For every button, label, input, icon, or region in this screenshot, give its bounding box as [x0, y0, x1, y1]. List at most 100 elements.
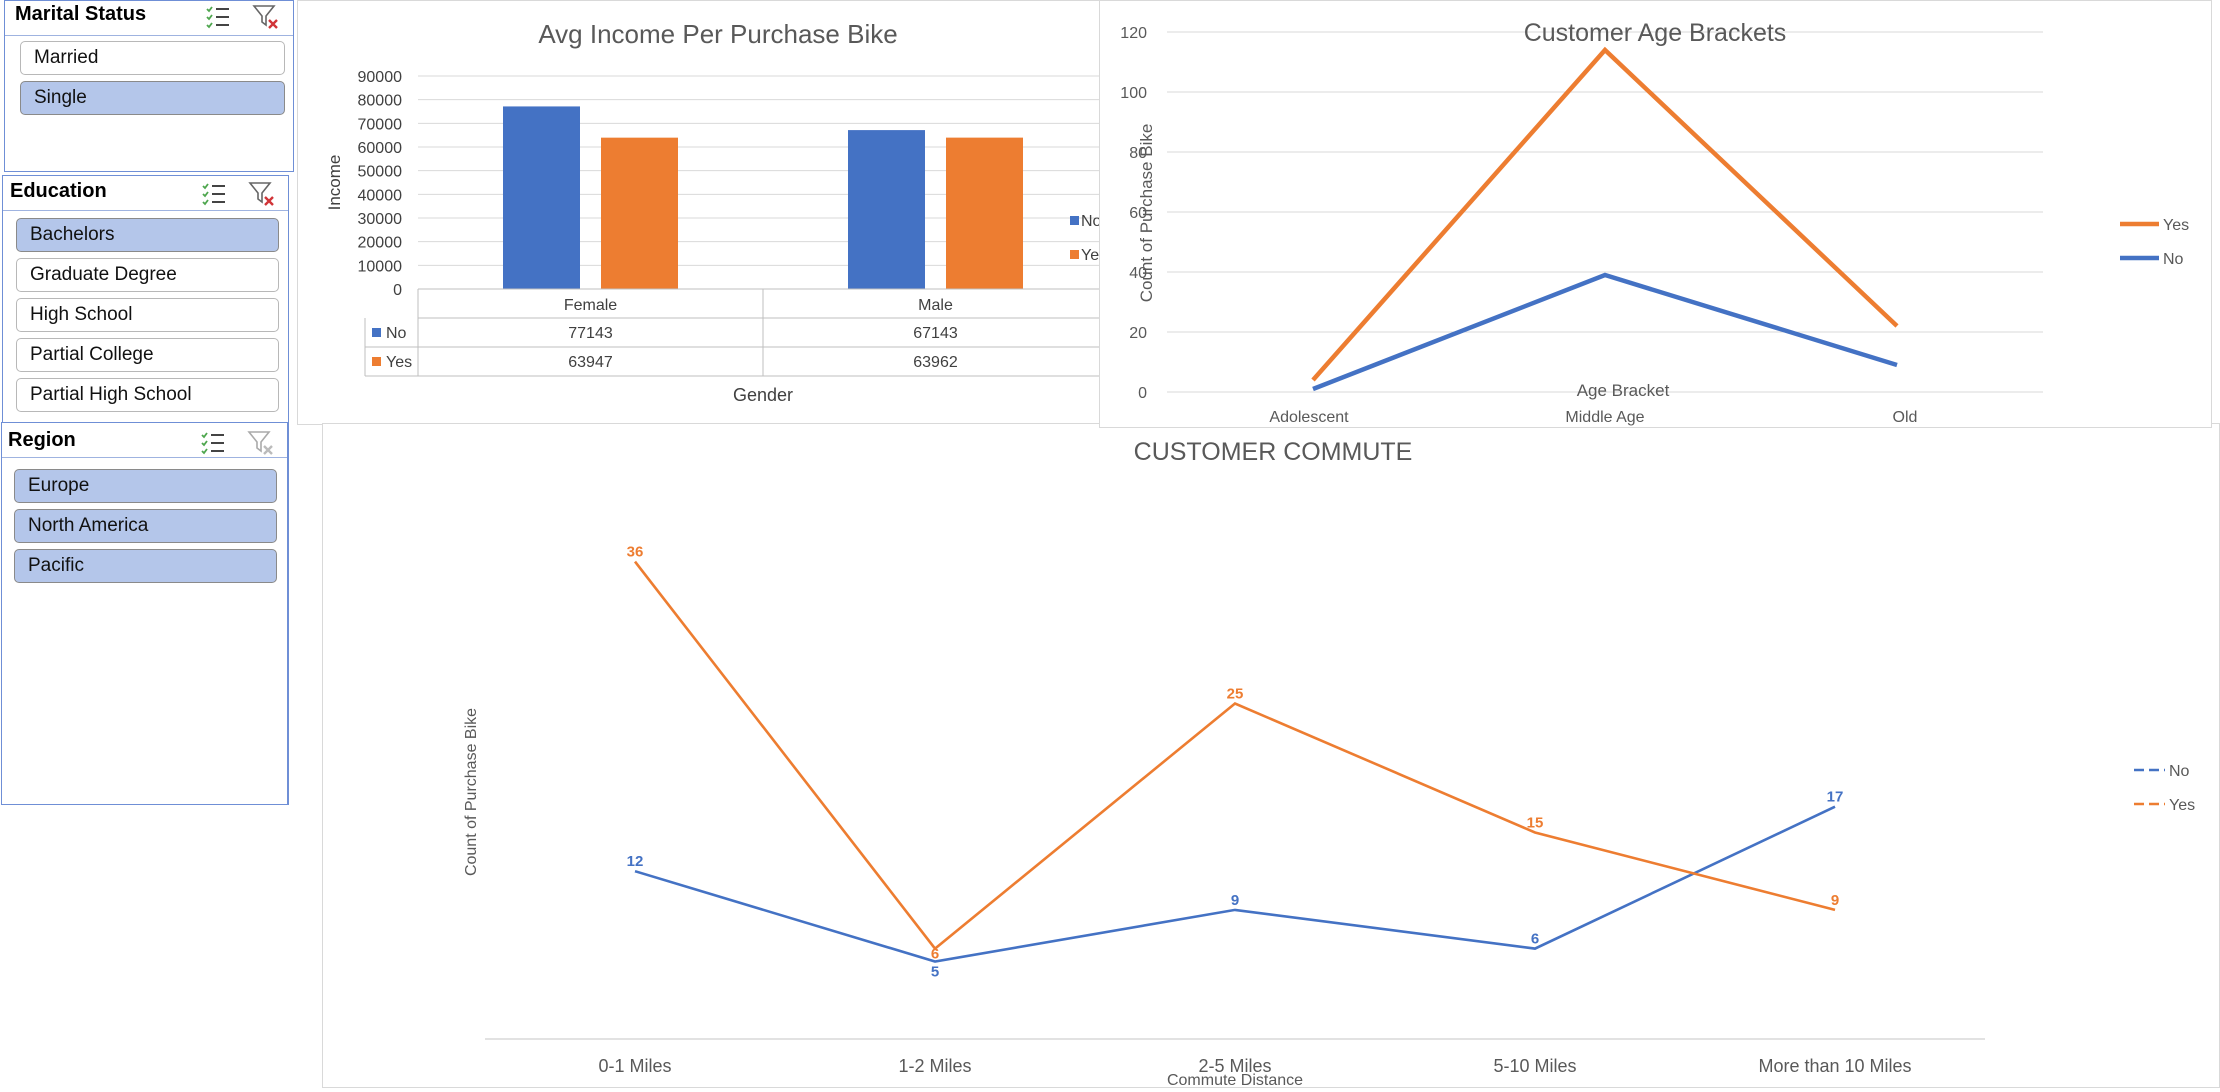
data-label-no: 9 — [1231, 892, 1239, 909]
legend-key-yes — [1070, 250, 1079, 259]
data-label-no: 5 — [931, 964, 939, 981]
y-tick-label: 40 — [1129, 265, 1147, 282]
slicer-item-graduate-degree[interactable]: Graduate Degree — [16, 258, 279, 292]
data-label-no: 17 — [1827, 789, 1844, 806]
legend-label: Ye — [1081, 247, 1099, 264]
multi-select-icon[interactable] — [203, 3, 233, 31]
avg-income-chart-svg: Avg Income Per Purchase Bike 0 10000 20000 3… — [325, 19, 1298, 405]
region-slicer: Region Europe North America Pacific — [1, 422, 288, 805]
category-label: Old — [1893, 409, 1918, 426]
bar-yes-male — [946, 137, 1023, 289]
y-tick-label: 70000 — [358, 116, 403, 133]
bar-no-female — [503, 106, 580, 290]
bar-yes-female — [601, 137, 678, 289]
age-bracket-chart[interactable]: 0 20 40 60 80 100 120 Customer Age Brackets Coun… — [1099, 0, 2212, 428]
series-line-yes — [1311, 46, 1899, 382]
y-tick-label: 60 — [1129, 205, 1147, 222]
table-series-label: Yes — [386, 354, 412, 371]
y-tick-label: 80 — [1129, 145, 1147, 162]
table-value: 63962 — [913, 354, 958, 371]
age-bracket-chart-svg: 0 20 40 60 80 100 120 Customer Age Brackets Coun… — [1120, 19, 2189, 426]
legend-key-yes — [372, 357, 381, 366]
data-label-yes: 25 — [1227, 686, 1244, 703]
chart-title: CUSTOMER COMMUTE — [1134, 438, 1413, 466]
data-label-yes: 9 — [1831, 892, 1839, 909]
slicer-item-married[interactable]: Married — [20, 41, 285, 75]
y-tick-label: 80000 — [358, 93, 403, 110]
y-axis-title: Count of Purchase Bike — [1137, 124, 1156, 303]
category-label: 0-1 Miles — [598, 1056, 671, 1076]
slicer-title: Education — [10, 180, 107, 202]
slicer-item-bachelors[interactable]: Bachelors — [16, 218, 279, 252]
y-axis-title: Income — [325, 155, 344, 211]
y-tick-label: 20 — [1129, 325, 1147, 342]
chart-title: Customer Age Brackets — [1524, 19, 1787, 47]
y-axis-title: Count of Purchase Bike — [463, 708, 480, 876]
clear-filter-icon[interactable] — [246, 429, 276, 457]
table-value: 63947 — [568, 354, 613, 371]
legend-label: No — [2163, 251, 2184, 268]
avg-income-chart[interactable]: Avg Income Per Purchase Bike 0 10000 20000 3… — [297, 0, 1298, 425]
legend-key-no — [1070, 216, 1079, 225]
category-label: Female — [564, 297, 617, 314]
slicer-title: Region — [8, 429, 76, 451]
y-tick-label: 120 — [1120, 25, 1147, 42]
category-label: Adolescent — [1269, 409, 1349, 426]
y-tick-label: 0 — [393, 282, 402, 299]
y-tick-label: 60000 — [358, 140, 403, 157]
slicer-header: Region — [2, 423, 287, 458]
table-value: 77143 — [568, 325, 613, 342]
legend-label: Yes — [2169, 797, 2195, 814]
y-tick-label: 20000 — [358, 235, 403, 252]
commute-chart-svg: CUSTOMER COMMUTE Count of Purchase Bike Co… — [463, 438, 2195, 1089]
table-value: 67143 — [913, 325, 958, 342]
legend-label: No — [1081, 213, 1102, 230]
x-axis-title: Age Bracket — [1577, 381, 1670, 400]
slicer-item-single[interactable]: Single — [20, 81, 285, 115]
x-axis-title: Commute Distance — [1167, 1072, 1303, 1087]
category-label: 1-2 Miles — [898, 1056, 971, 1076]
y-tick-label: 90000 — [358, 69, 403, 86]
slicer-header: Education — [3, 176, 288, 211]
data-label-yes: 36 — [627, 544, 644, 561]
data-label-yes: 15 — [1527, 815, 1544, 832]
y-tick-label: 50000 — [358, 164, 403, 181]
legend-label: Yes — [2163, 217, 2189, 234]
slicer-item-europe[interactable]: Europe — [14, 469, 277, 503]
slicer-item-high-school[interactable]: High School — [16, 298, 279, 332]
y-tick-label: 0 — [1138, 385, 1147, 402]
chart-title: Avg Income Per Purchase Bike — [538, 19, 897, 49]
clear-filter-icon[interactable] — [247, 180, 277, 208]
category-label: Middle Age — [1565, 409, 1644, 426]
clear-filter-icon[interactable] — [251, 3, 281, 31]
commute-chart[interactable]: CUSTOMER COMMUTE Count of Purchase Bike Co… — [322, 423, 2220, 1089]
legend-label: No — [2169, 763, 2190, 780]
slicer-item-partial-college[interactable]: Partial College — [16, 338, 279, 372]
slicer-item-pacific[interactable]: Pacific — [14, 549, 277, 583]
series-line-no — [634, 805, 1836, 963]
slicer-item-partial-high-school[interactable]: Partial High School — [16, 378, 279, 412]
marital-status-slicer: Marital Status Married Single — [4, 0, 294, 172]
category-label: More than 10 Miles — [1758, 1056, 1911, 1076]
multi-select-icon[interactable] — [198, 429, 228, 457]
multi-select-icon[interactable] — [199, 180, 229, 208]
x-axis-title: Gender — [733, 385, 793, 405]
category-label: 5-10 Miles — [1493, 1056, 1576, 1076]
slicer-title: Marital Status — [15, 3, 147, 25]
bar-no-male — [848, 130, 925, 289]
legend-key-no — [372, 328, 381, 337]
slicer-item-north-america[interactable]: North America — [14, 509, 277, 543]
y-tick-label: 10000 — [358, 258, 403, 275]
series-line-no — [1312, 272, 1898, 392]
series-line-yes — [633, 560, 1836, 951]
data-label-no: 12 — [627, 853, 644, 870]
y-tick-label: 40000 — [358, 187, 403, 204]
slicer-header: Marital Status — [5, 1, 293, 36]
table-series-label: No — [386, 325, 407, 342]
category-label: 2-5 Miles — [1198, 1056, 1271, 1076]
data-label-no: 6 — [1531, 931, 1539, 948]
data-label-yes: 6 — [931, 946, 939, 963]
y-tick-label: 30000 — [358, 211, 403, 228]
y-tick-label: 100 — [1120, 85, 1147, 102]
category-label: Male — [918, 297, 953, 314]
